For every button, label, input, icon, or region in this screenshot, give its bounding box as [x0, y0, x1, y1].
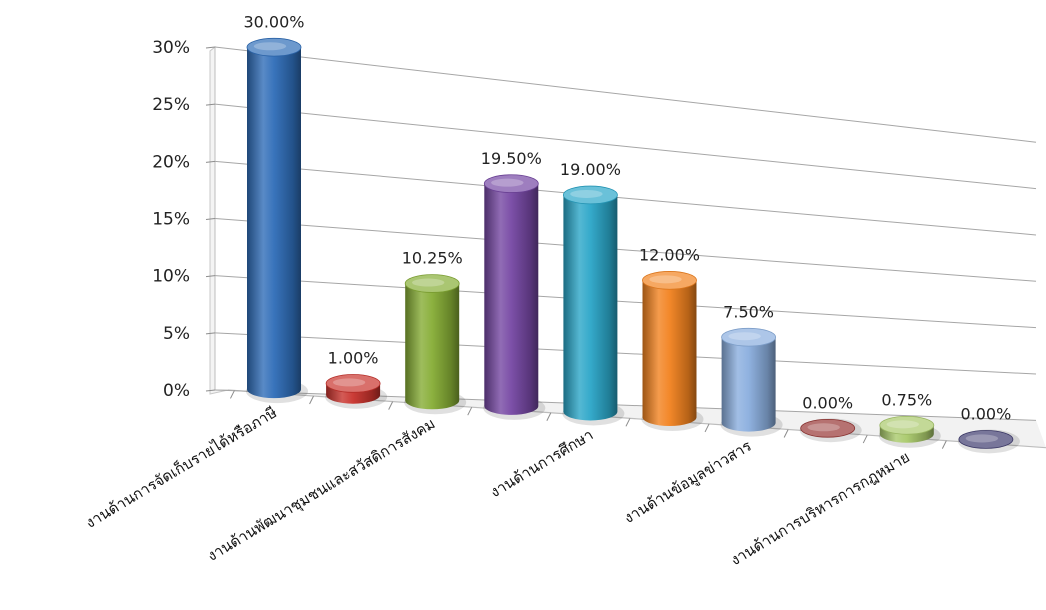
bar: [325, 374, 388, 409]
x-tick-mark: [941, 440, 947, 449]
bar-top: [246, 37, 302, 57]
y-tick-mark: [205, 275, 216, 278]
y-tick-label: 20%: [152, 152, 190, 172]
data-label: 7.50%: [723, 302, 774, 321]
gridline: [214, 160, 1037, 236]
x-tick-mark: [704, 423, 710, 433]
bar: [641, 271, 704, 432]
y-tick-mark: [205, 218, 216, 220]
bar-top: [958, 430, 1014, 449]
data-label: 0.00%: [802, 393, 853, 412]
bar: [878, 415, 941, 448]
bar-top: [800, 418, 856, 438]
data-label: 12.00%: [639, 245, 700, 264]
data-labels: 30.00% 1.00% 10.25% 19.50% 19.00% 12.00% 7.50%…: [243, 12, 1011, 423]
floor: [215, 390, 1046, 448]
bar-highlight: [807, 423, 840, 432]
y-tick-mark: [205, 160, 216, 163]
x-tick-mark: [309, 395, 314, 405]
bar-top: [879, 415, 935, 435]
side-wall: [209, 45, 229, 395]
bar: [957, 429, 1020, 454]
gridline: [214, 218, 1037, 282]
x-tick-mark: [388, 401, 394, 410]
bar-body: [484, 183, 539, 415]
bars: [246, 37, 1020, 454]
gridline: [214, 103, 1037, 190]
data-label: 19.50%: [481, 149, 542, 168]
y-tick-mark: [205, 46, 216, 49]
x-tick-mark: [783, 429, 789, 438]
x-tick-mark: [467, 406, 473, 416]
x-tick-label: งานด้านการบริหารการกฎหมาย: [727, 448, 913, 569]
gridline: [214, 275, 1037, 329]
data-label: 10.25%: [402, 249, 463, 268]
data-label: 30.00%: [243, 12, 304, 31]
data-label: 0.00%: [960, 405, 1011, 424]
x-tick-label: งานด้านข้อมูลข่าวสาร: [621, 437, 755, 527]
bar-body: [721, 337, 776, 432]
bar-body: [642, 280, 697, 427]
gridline: [214, 46, 1037, 143]
data-label: 1.00%: [328, 349, 379, 368]
bar-highlight: [728, 332, 761, 341]
y-tick-label: 0%: [163, 381, 190, 401]
x-tick-label: งานด้านการจัดเก็บรายได้หรือภาษี: [82, 402, 280, 532]
x-tick-mark: [230, 390, 235, 399]
bar-highlight: [965, 434, 999, 443]
bar: [246, 37, 308, 404]
gridline: [214, 332, 1037, 375]
bar-body: [405, 283, 460, 410]
bar-highlight: [253, 42, 287, 51]
x-tick-mark: [546, 412, 552, 421]
bar-top: [563, 185, 618, 205]
y-tick-label: 30%: [152, 38, 190, 58]
data-label: 0.75%: [881, 390, 932, 409]
data-label: 19.00%: [560, 160, 621, 179]
bar-top: [642, 271, 697, 290]
y-axis: 0% 5% 10% 15% 20% 25% 30%: [152, 38, 216, 401]
bar-top: [721, 327, 776, 347]
y-tick-label: 10%: [152, 267, 190, 287]
x-tick-label: งานด้านการศึกษา: [487, 426, 596, 502]
bar-highlight: [332, 378, 366, 387]
y-tick-mark: [205, 332, 216, 335]
y-tick-label: 15%: [152, 210, 190, 230]
bar-highlight: [886, 420, 919, 429]
bar-highlight: [491, 178, 524, 187]
bar: [720, 327, 783, 437]
bar-body: [247, 47, 301, 399]
bar-highlight: [649, 275, 682, 284]
bar-top: [404, 274, 460, 293]
y-tick-mark: [205, 103, 216, 106]
bar: [483, 174, 546, 420]
bar-highlight: [412, 278, 445, 287]
bar-top: [483, 174, 539, 193]
bar: [799, 418, 862, 443]
bar: [404, 274, 467, 415]
y-tick-mark: [205, 389, 216, 392]
bar: [562, 185, 625, 426]
x-tick-mark: [625, 418, 631, 427]
y-tick-label: 25%: [152, 95, 190, 115]
bar-highlight: [570, 189, 603, 198]
y-tick-label: 5%: [163, 324, 190, 344]
bar-top: [325, 374, 381, 393]
bar-body: [563, 194, 618, 421]
x-tick-mark: [862, 434, 868, 444]
